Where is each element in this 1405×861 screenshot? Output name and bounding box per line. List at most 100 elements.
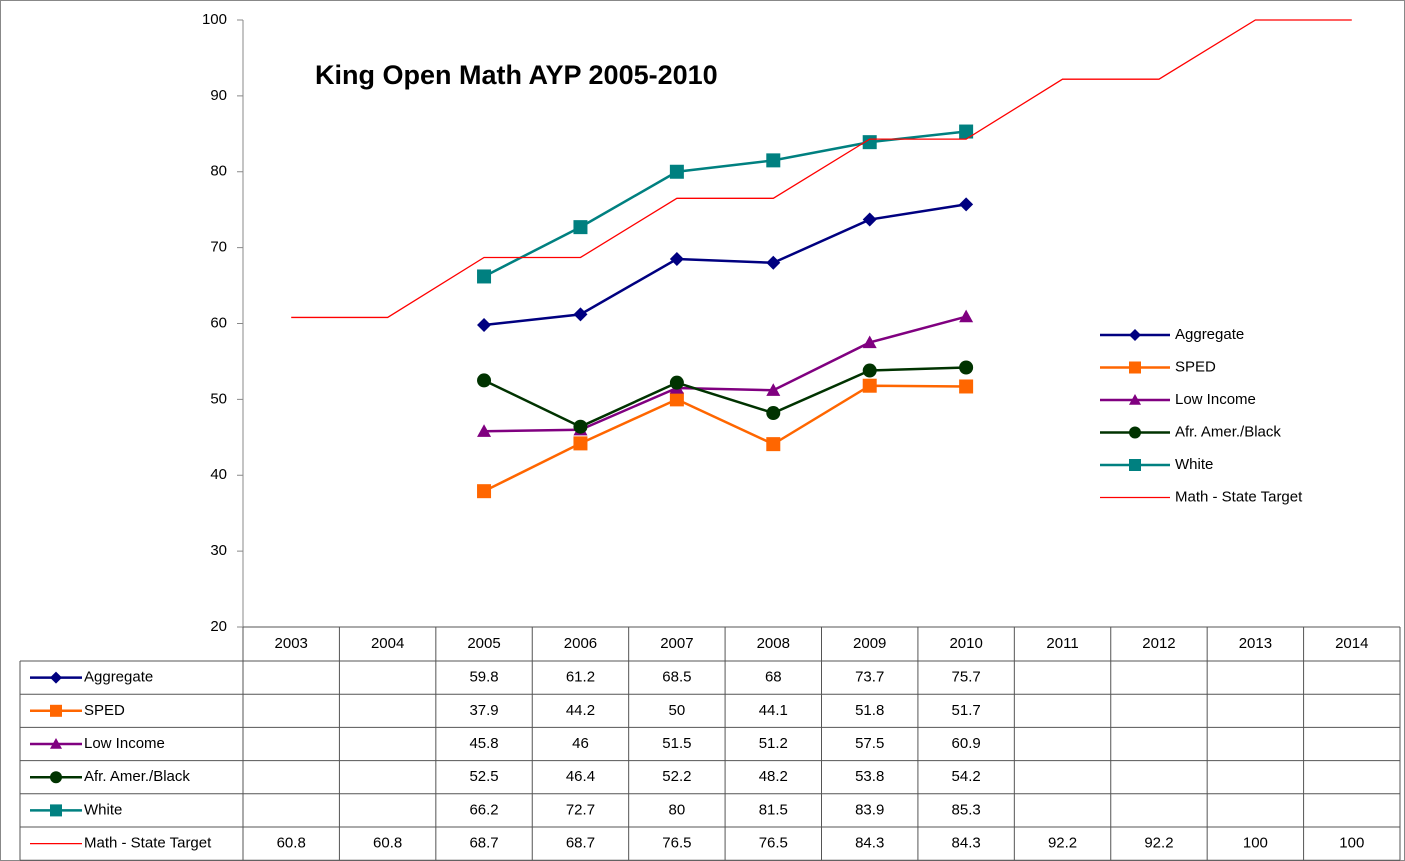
table-value: 75.7 [952, 669, 981, 686]
marker [573, 220, 588, 235]
marker [959, 360, 974, 375]
x-tick-label: 2007 [660, 635, 693, 652]
table-value: 51.2 [759, 735, 788, 752]
y-tick-label: 20 [210, 618, 227, 635]
table-value: 46 [572, 735, 589, 752]
table-value: 57.5 [855, 735, 884, 752]
table-value: 53.8 [855, 768, 884, 785]
table-value: 44.2 [566, 702, 595, 719]
table-value: 80 [669, 801, 686, 818]
y-tick-label: 50 [210, 390, 227, 407]
table-value: 51.7 [952, 702, 981, 719]
x-tick-label: 2003 [275, 635, 308, 652]
table-value: 68.5 [662, 669, 691, 686]
table-row-label: Afr. Amer./Black [84, 768, 190, 785]
marker [959, 379, 974, 394]
table-value: 48.2 [759, 768, 788, 785]
y-tick-label: 40 [210, 466, 227, 483]
marker [477, 424, 492, 437]
legend-marker [1129, 329, 1141, 341]
legend-marker [50, 738, 62, 749]
y-tick-label: 30 [210, 542, 227, 559]
series-line [483, 203, 967, 327]
x-tick-label: 2014 [1335, 635, 1368, 652]
marker [477, 318, 492, 333]
table-value: 66.2 [469, 801, 498, 818]
marker [766, 255, 781, 270]
legend-marker [50, 804, 62, 817]
table-value: 60.8 [277, 835, 306, 852]
legend-label: SPED [1175, 358, 1216, 375]
marker [766, 406, 781, 421]
legend-marker [50, 771, 62, 784]
marker [477, 269, 492, 284]
table-value: 45.8 [469, 735, 498, 752]
table-value: 100 [1339, 835, 1364, 852]
marker [669, 252, 684, 267]
series-line [483, 366, 967, 429]
table-value: 68 [765, 669, 782, 686]
table-value: 76.5 [662, 835, 691, 852]
marker [862, 378, 877, 393]
x-tick-label: 2006 [564, 635, 597, 652]
marker [573, 436, 588, 451]
marker [862, 212, 877, 227]
table-value: 59.8 [469, 669, 498, 686]
table-value: 54.2 [952, 768, 981, 785]
x-tick-label: 2009 [853, 635, 886, 652]
table-value: 46.4 [566, 768, 595, 785]
y-tick-label: 70 [210, 239, 227, 256]
marker [669, 392, 684, 407]
series-line [483, 130, 967, 278]
table-row-label: White [84, 801, 122, 818]
x-tick-label: 2005 [467, 635, 500, 652]
legend-marker [50, 671, 62, 684]
legend-label: White [1175, 456, 1213, 473]
table-value: 61.2 [566, 669, 595, 686]
legend-label: Math - State Target [1175, 488, 1303, 505]
table-value: 60.8 [373, 835, 402, 852]
marker [477, 484, 492, 499]
series-line [483, 384, 967, 493]
table-value: 50 [669, 702, 686, 719]
marker [862, 363, 877, 378]
x-tick-label: 2013 [1239, 635, 1272, 652]
table-value: 84.3 [855, 835, 884, 852]
legend-label: Afr. Amer./Black [1175, 423, 1281, 440]
marker [959, 197, 974, 212]
table-row-label: Math - State Target [84, 835, 212, 852]
x-tick-label: 2004 [371, 635, 404, 652]
x-tick-label: 2010 [949, 635, 982, 652]
table-value: 68.7 [566, 835, 595, 852]
table-value: 83.9 [855, 801, 884, 818]
table-value: 100 [1243, 835, 1268, 852]
table-value: 52.2 [662, 768, 691, 785]
marker [959, 124, 974, 139]
table-value: 84.3 [952, 835, 981, 852]
legend-marker [1129, 426, 1141, 439]
marker [573, 307, 588, 322]
x-tick-label: 2008 [757, 635, 790, 652]
legend-marker [1129, 394, 1141, 405]
marker [477, 373, 492, 388]
table-value: 92.2 [1048, 835, 1077, 852]
legend-label: Low Income [1175, 391, 1256, 408]
marker [669, 164, 684, 179]
marker [766, 437, 781, 452]
table-value: 76.5 [759, 835, 788, 852]
table-value: 52.5 [469, 768, 498, 785]
marker [669, 375, 684, 390]
table-value: 68.7 [469, 835, 498, 852]
marker [959, 309, 974, 323]
table-value: 51.5 [662, 735, 691, 752]
marker [766, 383, 781, 396]
table-value: 37.9 [469, 702, 498, 719]
table-row-label: Aggregate [84, 669, 153, 686]
table-value: 73.7 [855, 669, 884, 686]
x-tick-label: 2011 [1046, 635, 1078, 652]
chart-title: King Open Math AYP 2005-2010 [315, 60, 718, 90]
legend-marker [50, 704, 62, 717]
legend-marker [1129, 459, 1141, 471]
